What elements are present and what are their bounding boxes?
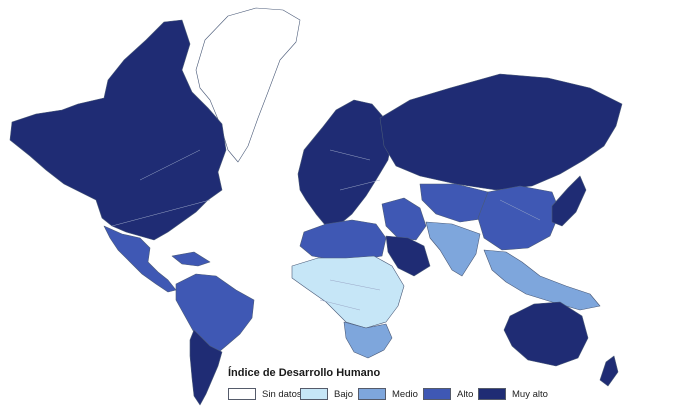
legend-swatch <box>300 388 328 400</box>
region-middle-east <box>381 197 427 241</box>
legend-swatch <box>228 388 256 400</box>
region-south-america <box>175 273 255 357</box>
country-borders <box>111 149 541 311</box>
region-north-africa <box>299 219 387 261</box>
legend-item-bajo: Bajo <box>300 387 353 401</box>
region-europe <box>297 99 393 227</box>
legend-label: Bajo <box>334 388 354 400</box>
region-russia <box>379 73 623 191</box>
legend-title: Índice de Desarrollo Humano <box>228 367 381 379</box>
legend-swatch <box>423 388 451 400</box>
region-new-zealand <box>599 355 619 387</box>
legend-swatch <box>478 388 506 400</box>
legend-item-medio: Medio <box>358 387 418 401</box>
region-japan-korea <box>551 175 587 227</box>
legend-item-alto: Alto <box>423 387 473 401</box>
legend-swatch <box>358 388 386 400</box>
region-southeast-asia <box>483 249 601 311</box>
legend-label: Sin datos <box>262 388 302 400</box>
region-china <box>477 185 561 251</box>
region-arabian-peninsula <box>385 235 431 277</box>
region-southern-cone <box>189 329 223 406</box>
legend-label: Medio <box>392 388 418 400</box>
region-southern-africa <box>343 321 393 359</box>
region-australia <box>503 301 589 367</box>
region-caribbean <box>171 251 211 267</box>
legend-label: Muy alto <box>512 388 548 400</box>
legend-item-sin-datos: Sin datos <box>228 387 302 401</box>
region-greenland <box>195 7 301 163</box>
region-south-asia <box>425 221 481 277</box>
region-north-america <box>9 19 227 241</box>
map-legend: Índice de Desarrollo Humano Sin datos Ba… <box>228 367 558 407</box>
legend-item-muy-alto: Muy alto <box>478 387 548 401</box>
legend-label: Alto <box>457 388 474 400</box>
region-sub-saharan-africa <box>291 255 405 329</box>
